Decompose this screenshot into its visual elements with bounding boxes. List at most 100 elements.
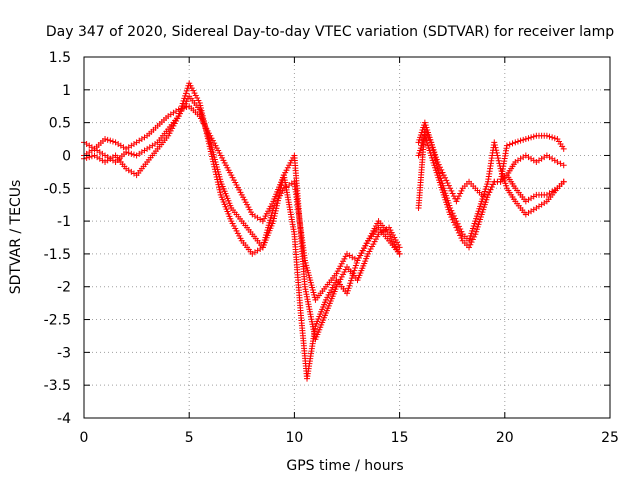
data-point bbox=[543, 132, 550, 139]
data-marker bbox=[351, 267, 358, 274]
data-marker bbox=[302, 286, 309, 293]
data-marker bbox=[176, 110, 183, 117]
data-marker bbox=[206, 140, 213, 147]
y-tick-label: 0.5 bbox=[49, 116, 71, 132]
data-point bbox=[453, 218, 460, 225]
data-point bbox=[102, 136, 109, 143]
data-marker bbox=[310, 326, 317, 333]
data-point bbox=[434, 159, 441, 166]
data-marker bbox=[270, 215, 277, 222]
chart-title: Day 347 of 2020, Sidereal Day-to-day VTE… bbox=[46, 24, 614, 40]
data-marker bbox=[201, 122, 208, 129]
x-tick-label: 15 bbox=[391, 430, 409, 446]
data-marker bbox=[452, 215, 459, 222]
data-point bbox=[491, 139, 498, 146]
data-point bbox=[270, 218, 277, 225]
data-marker bbox=[457, 225, 464, 232]
data-marker bbox=[202, 125, 209, 132]
data-marker bbox=[514, 138, 521, 145]
data-marker bbox=[109, 138, 116, 145]
data-point bbox=[447, 211, 454, 218]
data-marker bbox=[305, 303, 312, 310]
data-marker bbox=[455, 229, 462, 236]
data-marker bbox=[309, 323, 316, 330]
data-marker bbox=[486, 189, 493, 196]
data-marker bbox=[212, 168, 219, 175]
data-marker bbox=[454, 195, 461, 202]
data-marker bbox=[128, 150, 135, 157]
data-marker bbox=[200, 117, 207, 124]
data-marker bbox=[308, 318, 315, 325]
data-marker bbox=[443, 177, 450, 184]
data-marker bbox=[458, 235, 465, 242]
data-marker bbox=[213, 173, 220, 180]
data-series bbox=[81, 80, 567, 382]
data-marker bbox=[488, 183, 495, 190]
data-marker bbox=[444, 180, 451, 187]
data-marker bbox=[347, 280, 354, 287]
series-arc-6 bbox=[415, 132, 567, 251]
data-marker bbox=[309, 321, 316, 328]
data-marker bbox=[546, 133, 553, 140]
data-marker bbox=[279, 177, 286, 184]
data-marker bbox=[182, 90, 189, 97]
x-tick-label: 20 bbox=[496, 430, 514, 446]
data-marker bbox=[279, 179, 286, 186]
x-tick-label: 10 bbox=[285, 430, 303, 446]
data-marker bbox=[495, 155, 502, 162]
data-marker bbox=[209, 156, 216, 163]
data-marker bbox=[211, 166, 218, 173]
data-marker bbox=[177, 108, 184, 115]
data-marker bbox=[200, 115, 207, 122]
data-marker bbox=[308, 316, 315, 323]
data-marker bbox=[199, 112, 206, 119]
data-marker bbox=[492, 144, 499, 151]
data-marker bbox=[208, 150, 215, 157]
data-point bbox=[522, 136, 529, 143]
data-marker bbox=[454, 227, 461, 234]
y-tick-label: 1 bbox=[62, 83, 71, 99]
data-marker bbox=[303, 293, 310, 300]
data-marker bbox=[457, 190, 464, 197]
series-arc-2 bbox=[81, 93, 403, 343]
data-marker bbox=[302, 288, 309, 295]
y-tick-label: -3 bbox=[57, 345, 71, 361]
data-marker bbox=[181, 95, 188, 102]
data-marker bbox=[448, 214, 455, 221]
data-marker bbox=[197, 105, 204, 112]
data-marker bbox=[435, 161, 442, 168]
data-marker bbox=[458, 228, 465, 235]
x-tick-label: 25 bbox=[601, 430, 619, 446]
data-marker bbox=[306, 308, 313, 315]
data-marker bbox=[506, 141, 513, 148]
y-tick-label: -4 bbox=[57, 411, 71, 427]
y-tick-label: -2.5 bbox=[44, 313, 71, 329]
data-point bbox=[440, 172, 447, 179]
data-marker bbox=[450, 212, 457, 219]
data-marker bbox=[551, 135, 558, 142]
data-marker bbox=[197, 102, 204, 109]
y-tick-label: 0 bbox=[62, 148, 71, 164]
data-marker bbox=[467, 241, 474, 248]
y-tick-label: -2 bbox=[57, 280, 71, 296]
data-marker bbox=[491, 141, 498, 148]
data-marker bbox=[345, 285, 352, 292]
x-tick-label: 5 bbox=[185, 430, 194, 446]
data-marker bbox=[210, 158, 217, 165]
data-marker bbox=[271, 212, 278, 219]
series-arc-7 bbox=[503, 152, 567, 179]
data-marker bbox=[346, 282, 353, 289]
data-marker bbox=[490, 181, 497, 188]
data-marker bbox=[439, 169, 446, 176]
data-point bbox=[466, 244, 473, 251]
data-marker bbox=[442, 174, 449, 181]
data-point bbox=[560, 162, 567, 169]
data-marker bbox=[348, 277, 355, 284]
data-marker bbox=[449, 190, 456, 197]
x-axis-label: GPS time / hours bbox=[286, 458, 403, 474]
data-marker bbox=[450, 219, 457, 226]
data-marker bbox=[206, 143, 213, 150]
data-point bbox=[503, 142, 510, 149]
data-point bbox=[453, 198, 460, 205]
data-marker bbox=[455, 223, 462, 230]
